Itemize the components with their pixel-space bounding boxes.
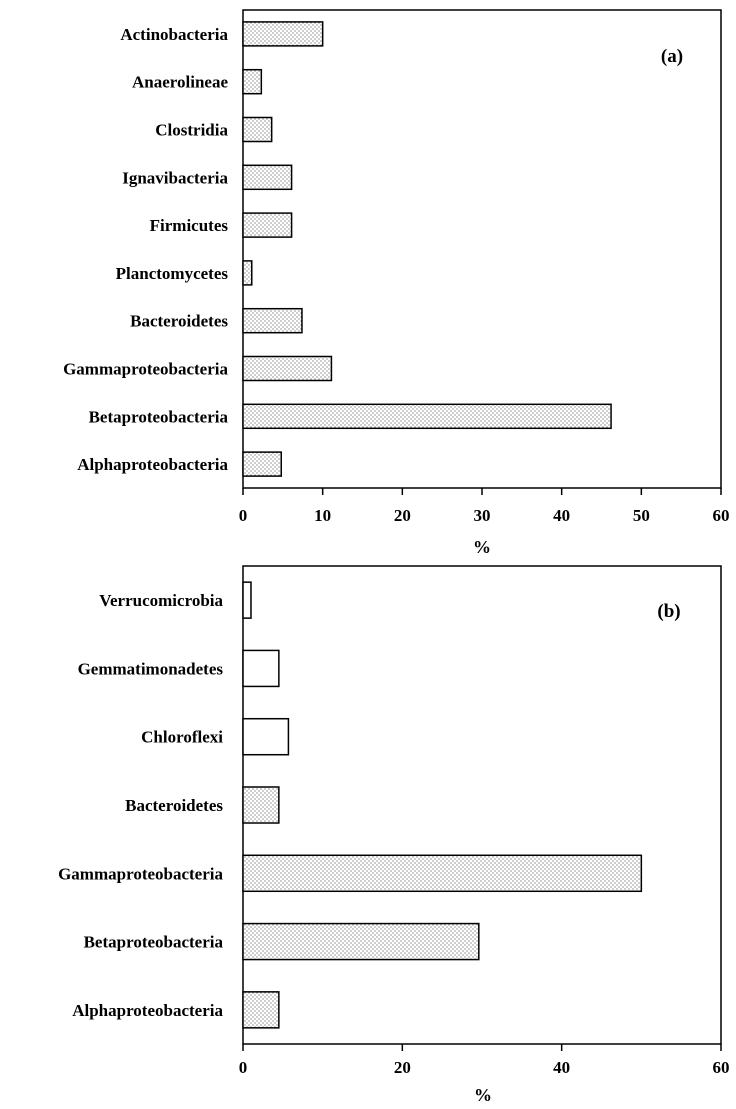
panel-b-bar-verrucomicrobia (242, 581, 252, 619)
panel-a-bar-gammaproteobacteria (242, 355, 333, 382)
panel-a-category-label: Betaproteobacteria (89, 407, 229, 426)
panel-a-bar-anaerolineae (242, 68, 263, 95)
panel-b-chart: Verrucomicrobia Gemmatimonadetes Chlorofle… (58, 565, 730, 1105)
panel-b-category-label: Gemmatimonadetes (78, 659, 224, 678)
panel-a-bar-clostridia (242, 116, 273, 143)
panel-b-x-tick-label: 60 (713, 1058, 730, 1077)
panel-a-category-label: Planctomycetes (116, 264, 229, 283)
panel-a-bar-actinobacteria (242, 21, 324, 47)
panel-a-category-label: Bacteroidetes (130, 312, 228, 331)
panel-a-x-tick-label: 10 (314, 506, 331, 525)
panel-a-bar-ignavibacteria (242, 164, 293, 191)
panel-a-bar-bacteroidetes (242, 307, 303, 334)
panel-a-x-tick-label: 60 (713, 506, 730, 525)
panel-b-category-label: Verrucomicrobia (99, 591, 223, 610)
panel-b-x-tick-label: 40 (553, 1058, 570, 1077)
panel-b-bar-bacteroidetes (242, 786, 280, 824)
panel-a-bar-betaproteobacteria (242, 403, 612, 430)
panel-a-label: (a) (661, 46, 683, 67)
panel-b-bar-gemmatimonadetes (242, 649, 280, 688)
panel-b-category-label: Betaproteobacteria (84, 933, 224, 952)
panel-a-x-tick-label: 40 (553, 506, 570, 525)
panel-a-bar-planctomycetes (242, 260, 253, 286)
panel-a-bar-alphaproteobacteria (242, 451, 282, 477)
panel-b-category-label: Chloroflexi (141, 728, 223, 747)
panel-b-plot-frame (242, 565, 722, 1045)
panel-a-category-label: Anaerolineae (132, 73, 228, 92)
panel-b-category-label: Alphaproteobacteria (72, 1001, 223, 1020)
panel-a-x-tick-label: 0 (239, 506, 248, 525)
panel-b-category-label: Gammaproteobacteria (58, 864, 223, 883)
panel-b-bar-chloroflexi (242, 717, 290, 756)
panel-b-bar-gammaproteobacteria (242, 854, 643, 893)
panel-b-bar-alphaproteobacteria (242, 991, 280, 1029)
panel-b-x-axis-title: % (474, 1085, 492, 1105)
panel-b-x-tick-label: 0 (239, 1058, 248, 1077)
panel-a-category-label: Ignavibacteria (122, 168, 228, 187)
panel-a-x-tick-label: 30 (474, 506, 491, 525)
panel-a-category-label: Clostridia (155, 121, 228, 140)
panel-a-category-label: Alphaproteobacteria (77, 455, 228, 474)
panel-b-category-label: Bacteroidetes (125, 796, 223, 815)
panel-a-x-tick-label: 50 (633, 506, 650, 525)
panel-a-bar-firmicutes (242, 212, 293, 238)
panel-a-chart: Actinobacteria Anaerolineae Clostridia Igna… (63, 9, 730, 557)
panel-b-x-tick-label: 20 (394, 1058, 411, 1077)
panel-a-category-label: Actinobacteria (120, 25, 228, 44)
panel-a-x-tick-label: 20 (394, 506, 411, 525)
panel-a-category-label: Gammaproteobacteria (63, 360, 228, 379)
panel-a-category-label: Firmicutes (150, 216, 229, 235)
panel-b-label: (b) (657, 601, 680, 622)
panel-b-bar-betaproteobacteria (242, 922, 480, 961)
panel-a-x-axis-title: % (473, 537, 491, 557)
